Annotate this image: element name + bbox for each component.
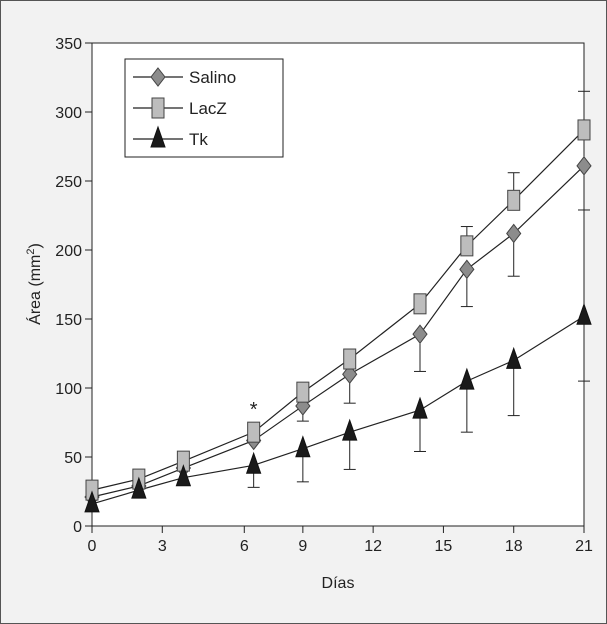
salino-point: [412, 324, 428, 344]
lacz-point: [577, 119, 591, 141]
y-axis-title-main: Área (mm: [25, 255, 44, 325]
y-tick-label: 350: [55, 36, 82, 53]
y-tick-label: 200: [55, 243, 82, 260]
y-tick-label: 150: [55, 312, 82, 329]
legend: Salino LacZ Tk: [124, 58, 284, 158]
tk-point: [506, 346, 522, 369]
x-tick-label: 9: [298, 538, 307, 555]
tk-point: [175, 464, 192, 487]
x-tick-label: 12: [364, 538, 382, 555]
legend-marker-salino: [150, 67, 166, 87]
x-tick-label: 18: [505, 538, 523, 555]
y-tick-label: 100: [55, 381, 82, 398]
tk-point: [459, 367, 475, 390]
tk-point: [295, 435, 311, 458]
tk-point: [576, 302, 592, 325]
lacz-line: [91, 129, 585, 491]
salino-point: [576, 156, 592, 176]
x-tick-label: 0: [88, 538, 97, 555]
lacz-point: [247, 421, 261, 443]
legend-marker-tk: [150, 125, 166, 148]
legend-label-tk: Tk: [189, 130, 208, 149]
x-tick-label: 6: [240, 538, 249, 555]
lacz-point: [413, 293, 427, 315]
y-tick-label: 0: [73, 519, 82, 536]
y-tick-label: 300: [55, 105, 82, 122]
lacz-point: [296, 381, 310, 403]
tk-point: [84, 490, 100, 513]
y-axis-title-close: ): [27, 243, 44, 248]
tk-point: [245, 451, 262, 474]
x-tick-label: 15: [435, 538, 453, 555]
salino-point: [342, 364, 358, 385]
tk-point: [412, 396, 428, 419]
lacz-point: [507, 189, 521, 211]
x-axis-title: Días: [322, 575, 355, 592]
y-axis-title: Área (mm2): [25, 243, 44, 325]
series-lines: [91, 129, 585, 505]
legend-entries: Salino LacZ Tk: [133, 67, 236, 149]
tk-point: [342, 418, 358, 441]
lacz-point: [343, 348, 357, 370]
salino-point: [459, 259, 475, 280]
annotation-asterisk: *: [250, 399, 258, 421]
x-tick-label: 21: [575, 538, 593, 555]
legend-marker-lacz: [151, 97, 165, 119]
tk-point: [131, 476, 147, 499]
series-markers: [84, 119, 592, 513]
tk-line: [91, 315, 585, 505]
salino-point: [506, 223, 522, 244]
lacz-point: [460, 235, 474, 257]
legend-label-salino: Salino: [189, 68, 236, 87]
salino-line: [91, 165, 585, 498]
legend-label-lacz: LacZ: [189, 99, 227, 118]
x-tick-label: 3: [158, 538, 167, 555]
y-tick-label: 250: [55, 174, 82, 191]
y-axis-title-sup: 2: [25, 248, 37, 254]
axis-ticks: 0 50 100 150 200 250 300 350 0 3 6 9 12 15 18 21: [55, 36, 593, 555]
y-tick-label: 50: [64, 450, 82, 467]
